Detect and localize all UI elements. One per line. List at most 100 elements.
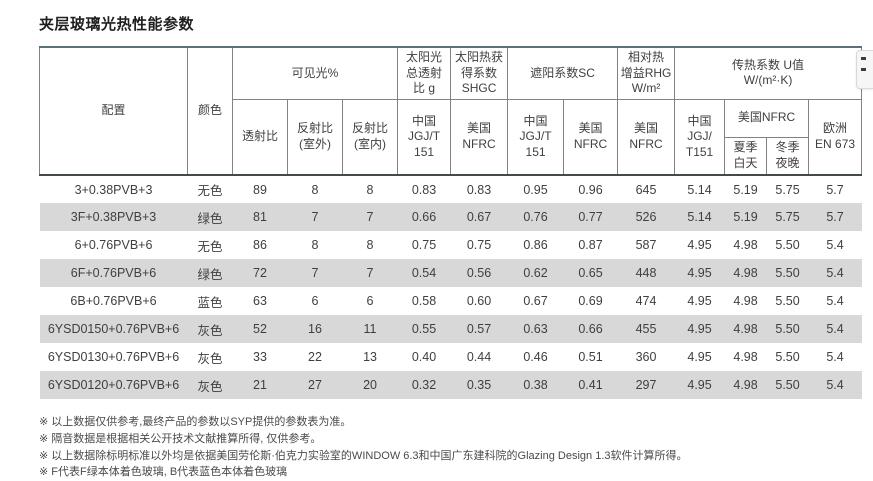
table-row: 6+0.76PVB+6 无色 86 8 8 0.75 0.75 0.86 0.87 587 4.95… xyxy=(40,231,862,259)
config-cell: 6YSD0130+0.76PVB+6 xyxy=(47,350,180,365)
value-cell: 5.4 xyxy=(826,266,844,281)
table-body: 3+0.38PVB+3 无色 89 8 8 0.83 0.83 0.95 0.96 645 5.14… xyxy=(39,174,862,400)
value-cell: 0.67 xyxy=(466,210,492,225)
col-header-us-nfrc-sc: 美国 NFRC xyxy=(563,98,619,176)
value-cell: 4.98 xyxy=(733,294,758,309)
value-cell: 455 xyxy=(635,322,657,337)
value-cell: 0.56 xyxy=(466,266,492,281)
col-group-solar-g: 太阳光 总透射 比 g xyxy=(397,46,452,100)
value-cell: 5.50 xyxy=(775,266,800,281)
dash-icon xyxy=(861,57,866,60)
value-cell: 0.87 xyxy=(578,238,603,253)
color-cell: 灰色 xyxy=(197,351,223,366)
col-header-cn-jgjt151-u: 中国 JGJ/ T151 xyxy=(674,98,726,176)
value-cell: 0.67 xyxy=(523,294,548,309)
value-cell: 4.98 xyxy=(733,350,758,365)
value-cell: 63 xyxy=(253,294,267,309)
config-cell: 6YSD0150+0.76PVB+6 xyxy=(47,322,180,337)
value-cell: 5.50 xyxy=(775,350,800,365)
value-cell: 0.44 xyxy=(466,350,492,365)
value-cell: 72 xyxy=(253,266,267,281)
value-cell: 5.7 xyxy=(826,210,844,225)
col-header-summer-day: 夏季 白天 xyxy=(724,136,768,176)
config-cell: 6F+0.76PVB+6 xyxy=(70,266,157,281)
value-cell: 0.62 xyxy=(523,266,548,281)
footnotes: ※ 以上数据仅供参考,最终产品的参数以SYP提供的参数表为准。 ※ 隔音数据是根… xyxy=(39,415,873,480)
config-cell: 6B+0.76PVB+6 xyxy=(70,294,157,309)
value-cell: 5.7 xyxy=(808,174,862,204)
value-cell: 4.98 xyxy=(733,378,758,393)
value-cell: 5.19 xyxy=(733,210,758,225)
value-cell: 0.58 xyxy=(411,294,437,309)
value-cell: 5.19 xyxy=(724,174,767,204)
value-cell: 0.75 xyxy=(411,238,437,253)
config-cell: 3+0.38PVB+3 xyxy=(39,174,188,204)
value-cell: 5.50 xyxy=(775,238,800,253)
value-cell: 474 xyxy=(635,294,657,309)
col-group-u-value: 传热系数 U值 W/(m²·K) xyxy=(674,46,863,100)
dash-icon xyxy=(861,68,866,71)
value-cell: 4.95 xyxy=(687,322,712,337)
value-cell: 0.54 xyxy=(411,266,437,281)
value-cell: 5.4 xyxy=(826,350,844,365)
value-cell: 0.41 xyxy=(578,378,603,393)
color-cell: 无色 xyxy=(197,239,223,254)
footnote-disclaimer: ※ 以上数据仅供参考,最终产品的参数以SYP提供的参数表为准。 xyxy=(39,416,352,429)
value-cell: 0.86 xyxy=(523,238,548,253)
col-header-winter-night: 冬季 夜晚 xyxy=(766,136,810,176)
value-cell: 4.95 xyxy=(687,378,712,393)
value-cell: 7 xyxy=(311,266,319,281)
value-cell: 4.95 xyxy=(687,294,712,309)
value-cell: 8 xyxy=(366,238,374,253)
floating-widget[interactable] xyxy=(856,50,873,89)
value-cell: 587 xyxy=(635,238,657,253)
value-cell: 5.4 xyxy=(826,378,844,393)
value-cell: 0.76 xyxy=(523,210,548,225)
col-header-config: 配置 xyxy=(39,46,188,176)
table-row: 6YSD0120+0.76PVB+6 灰色 21 27 20 0.32 0.35 0.38 0.… xyxy=(39,371,862,400)
table-row: 3F+0.38PVB+3 绿色 81 7 7 0.66 0.67 0.76 0.77 526 5.1… xyxy=(39,203,862,232)
value-cell: 7 xyxy=(366,210,374,225)
value-cell: 0.96 xyxy=(563,174,618,204)
value-cell: 5.14 xyxy=(687,210,712,225)
value-cell: 7 xyxy=(311,210,319,225)
value-cell: 5.75 xyxy=(766,174,809,204)
value-cell: 4.98 xyxy=(733,322,758,337)
table-row: 6F+0.76PVB+6 绿色 72 7 7 0.54 0.56 0.62 0.65 448 4.9… xyxy=(39,259,862,288)
value-cell: 0.65 xyxy=(578,266,603,281)
value-cell: 5.4 xyxy=(826,322,844,337)
footnote-legend: ※ F代表F绿本体着色玻璃, B代表蓝色本体着色玻璃 xyxy=(39,466,288,479)
value-cell: 8 xyxy=(342,174,398,204)
value-cell: 16 xyxy=(308,322,322,337)
value-cell: 4.95 xyxy=(687,350,712,365)
col-group-visible-light: 可见光% xyxy=(231,46,399,100)
value-cell: 4.98 xyxy=(733,238,758,253)
value-cell: 0.63 xyxy=(523,322,548,337)
table-row: 6YSD0130+0.76PVB+6 灰色 33 22 13 0.40 0.44 0.46 0.… xyxy=(40,343,862,371)
table-header: 配置 颜色 可见光% 太阳光 总透射 比 g 太阳热获 得系数 SHGC 遮阳系… xyxy=(39,46,863,176)
color-cell: 蓝色 xyxy=(197,295,223,310)
value-cell: 645 xyxy=(617,174,675,204)
value-cell: 0.57 xyxy=(466,322,492,337)
table-row: 3+0.38PVB+3 无色 89 8 8 0.83 0.83 0.95 0.96 645 5.14… xyxy=(39,174,862,204)
value-cell: 21 xyxy=(253,378,267,393)
value-cell: 0.95 xyxy=(507,174,564,204)
col-group-sc: 遮阳系数SC xyxy=(507,46,619,100)
col-header-eu-en673: 欧洲 EN 673 xyxy=(808,98,863,176)
table-row: 6B+0.76PVB+6 蓝色 63 6 6 0.58 0.60 0.67 0.69 474 4.9… xyxy=(40,287,862,315)
value-cell: 0.75 xyxy=(466,238,492,253)
col-header-us-nfrc-u: 美国NFRC xyxy=(724,98,810,138)
value-cell: 0.66 xyxy=(411,210,437,225)
col-header-reflect-out: 反射比 (室外) xyxy=(287,98,343,176)
value-cell: 360 xyxy=(635,350,657,365)
value-cell: 7 xyxy=(366,266,374,281)
value-cell: 5.50 xyxy=(775,378,800,393)
value-cell: 5.4 xyxy=(826,238,844,253)
value-cell: 0.32 xyxy=(411,378,437,393)
color-cell: 绿色 xyxy=(197,211,223,226)
value-cell: 448 xyxy=(635,266,657,281)
col-header-color: 颜色 xyxy=(187,46,233,176)
value-cell: 4.95 xyxy=(687,238,712,253)
value-cell: 52 xyxy=(253,322,267,337)
